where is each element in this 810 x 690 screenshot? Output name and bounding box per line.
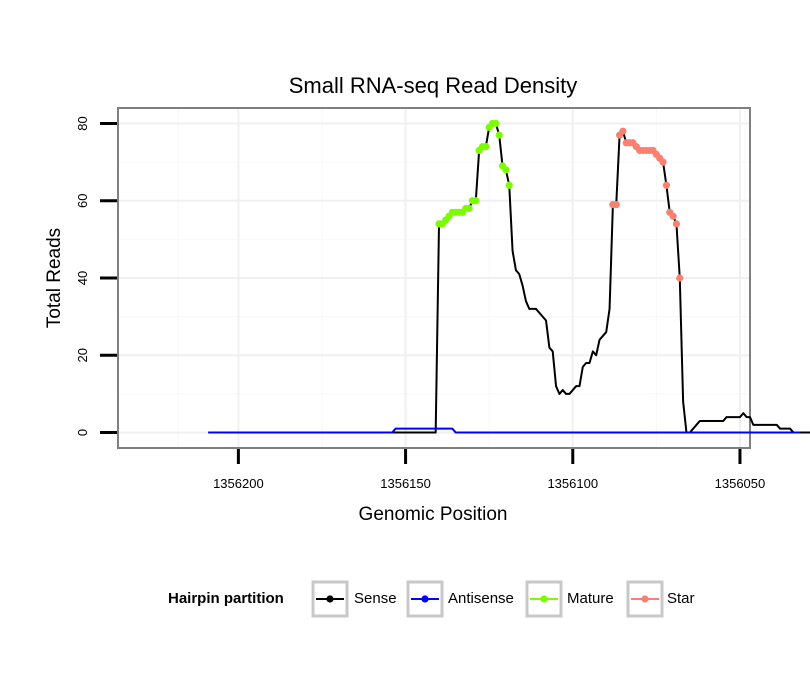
y-tick-label: 80 [75,116,90,130]
star-point [612,200,620,209]
series-points [435,119,684,282]
mature-point [502,166,510,174]
legend-key-point [641,595,649,603]
mature-point [492,119,500,128]
legend-label: Mature [567,590,614,607]
x-tick-label: 1356050 [715,476,766,491]
axes: 1356200 1356150 1356100 1356050 0 20 40 60 80 [75,116,765,491]
x-tick-label: 1356200 [213,476,264,491]
mature-point [482,143,490,151]
legend-item-mature: Mature [525,580,614,618]
legend-key-point [540,595,548,603]
star-point [619,127,627,135]
legend-label: Star [667,590,695,607]
x-axis-title: Genomic Position [359,504,508,525]
y-tick-label: 20 [75,348,90,362]
chart-title: Small RNA-seq Read Density [289,73,578,98]
antisense-line [208,427,801,434]
legend-key-point [421,595,429,603]
star-point [659,158,667,166]
star-point [676,274,684,282]
legend-item-antisense: Antisense [406,580,514,618]
legend-key-point [326,595,334,603]
mature-point [495,131,503,139]
mature-point [505,181,513,189]
legend-label: Antisense [448,590,514,607]
legend: Hairpin partition Sense Antisense Mature St… [168,580,695,618]
mature-point [465,204,473,213]
x-tick-label: 1356100 [547,476,598,491]
legend-item-sense: Sense [311,580,397,618]
star-point [672,220,681,228]
star-point [662,181,671,189]
x-tick-label: 1356150 [380,476,431,491]
legend-label: Sense [354,590,397,607]
y-tick-label: 60 [75,193,90,207]
legend-title: Hairpin partition [168,590,284,607]
y-tick-label: 0 [75,429,90,436]
legend-item-star: Star [626,580,695,618]
star-point [669,212,677,220]
mature-point [472,197,480,205]
y-tick-label: 40 [75,271,90,285]
y-axis-title: Total Reads [44,228,65,328]
